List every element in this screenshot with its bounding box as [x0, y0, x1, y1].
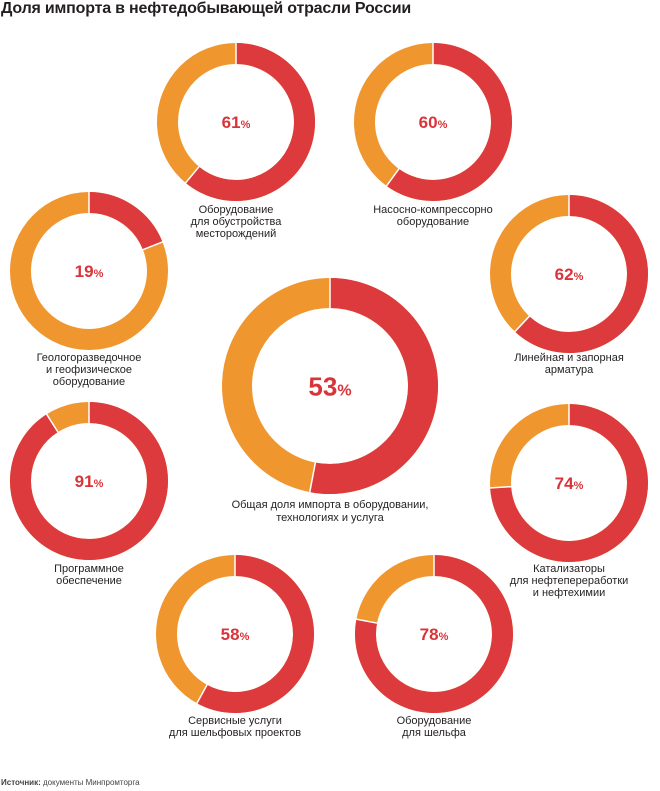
donut-value-label: 19% — [75, 262, 104, 281]
value-number: 78 — [420, 625, 439, 644]
value-unit: % — [241, 119, 251, 131]
segment-separator — [195, 683, 209, 705]
segment-separator — [45, 413, 60, 434]
value-number: 74 — [555, 474, 574, 493]
donut-caption-line: оборудование — [53, 376, 125, 388]
donut-value-label: 62% — [555, 265, 584, 284]
donut-caption-line: для шельфовых проектов — [169, 727, 301, 739]
donut-caption-line: Оборудование — [397, 715, 472, 727]
donut-value-label: 91% — [75, 472, 104, 491]
donut-caption-line: Общая доля импорта в оборудовании, — [232, 499, 429, 511]
value-unit: % — [94, 478, 104, 490]
donut-5: 53% Общая доля импорта в оборудовании,тех… — [222, 277, 438, 524]
segment-separator — [141, 240, 164, 251]
donut-import-slice — [355, 555, 513, 713]
donut-caption-line: Сервисные услуги — [188, 715, 282, 727]
donut-value-label: 53% — [308, 371, 351, 401]
source-text: документы Минпромторга — [43, 778, 140, 787]
donut-caption-line: и нефтехимии — [533, 587, 606, 599]
value-number: 61 — [222, 113, 241, 132]
donut-import-slice — [309, 278, 438, 494]
donut-caption-line: арматура — [545, 364, 594, 376]
donut-caption-line: Программное — [54, 563, 124, 575]
value-unit: % — [240, 631, 250, 643]
donut-import-slice — [386, 43, 512, 201]
source-label: Источник: — [1, 778, 41, 787]
donut-value-label: 61% — [222, 113, 251, 132]
donut-import-slice — [514, 195, 648, 353]
donut-caption-line: Геологоразведочное — [37, 352, 142, 364]
donut-caption-line: технологиях и услуга — [276, 512, 384, 524]
segment-separator — [385, 167, 401, 188]
donut-caption-line: оборудование — [397, 216, 469, 228]
value-unit: % — [574, 480, 584, 492]
donut-caption-line: обеспечение — [56, 575, 122, 587]
page-title: Доля импорта в нефтедобывающей отрасли Р… — [1, 0, 412, 17]
value-unit: % — [438, 119, 448, 131]
donut-value-label: 74% — [555, 474, 584, 493]
value-number: 60 — [419, 113, 438, 132]
donut-caption-line: Катализаторы — [533, 563, 605, 575]
donut-import-slice — [196, 555, 314, 713]
donut-caption-line: для шельфа — [402, 727, 467, 739]
donut-value-label: 58% — [221, 625, 250, 644]
value-number: 91 — [75, 472, 94, 491]
donut-import-slice — [10, 402, 168, 560]
value-unit: % — [574, 271, 584, 283]
segment-separator — [184, 165, 201, 185]
donut-caption-line: Линейная и запорная — [514, 352, 624, 364]
segment-separator — [489, 485, 513, 489]
donut-value-label: 78% — [420, 625, 449, 644]
donut-caption-line: и геофизическое — [46, 364, 132, 376]
segment-separator — [355, 618, 379, 625]
value-unit: % — [94, 268, 104, 280]
donut-import-slice — [88, 192, 163, 251]
donut-caption-line: для обустройства — [191, 216, 283, 228]
value-unit: % — [337, 382, 351, 399]
donut-import-slice — [185, 43, 315, 201]
donut-caption-line: Оборудование — [199, 204, 274, 216]
value-unit: % — [439, 631, 449, 643]
donut-import-slice — [490, 404, 648, 562]
donut-caption-line: для нефтепереработки — [510, 575, 629, 587]
value-number: 19 — [75, 262, 94, 281]
segment-separator — [513, 315, 531, 333]
segment-separator — [308, 461, 317, 494]
value-number: 58 — [221, 625, 240, 644]
value-number: 62 — [555, 265, 574, 284]
source-note: Источник: документы Минпромторга — [1, 778, 140, 787]
value-number: 53 — [308, 371, 337, 401]
donut-caption-line: месторождений — [196, 228, 277, 240]
donut-caption-line: Насосно-компрессорно — [373, 204, 493, 216]
donut-value-label: 60% — [419, 113, 448, 132]
